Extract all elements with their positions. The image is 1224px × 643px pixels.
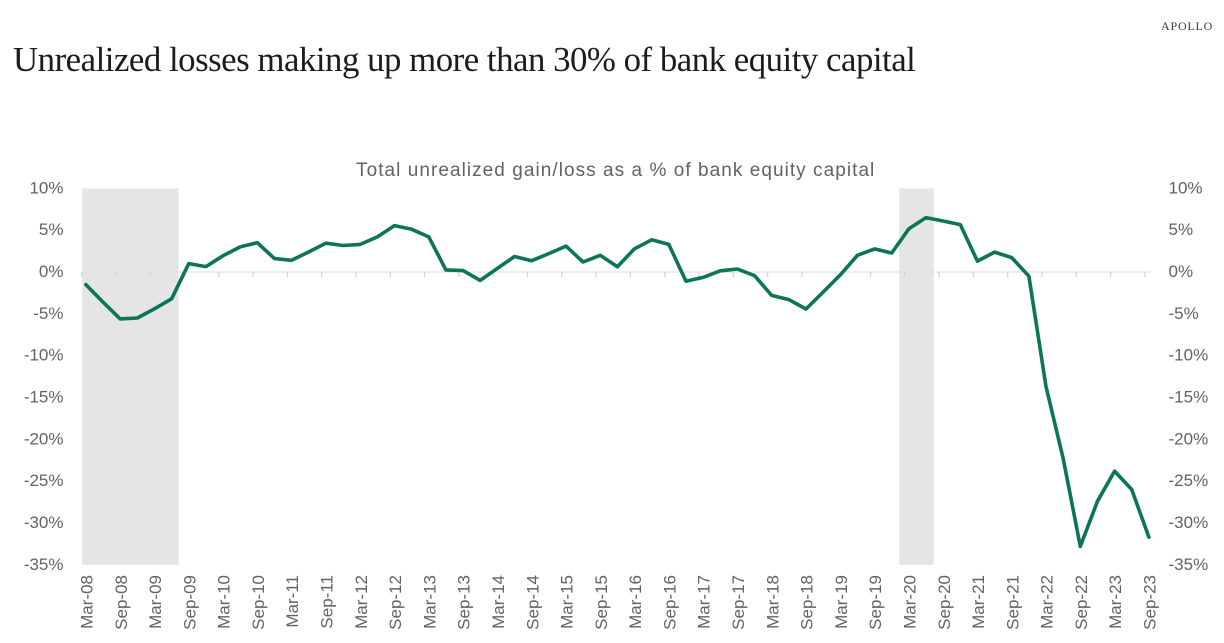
svg-text:Mar-10: Mar-10 bbox=[215, 575, 234, 629]
svg-text:Sep-20: Sep-20 bbox=[935, 575, 954, 630]
svg-text:Mar-21: Mar-21 bbox=[969, 575, 988, 629]
svg-text:Mar-16: Mar-16 bbox=[626, 575, 645, 629]
svg-text:-10%: -10% bbox=[24, 346, 64, 365]
svg-text:Sep-14: Sep-14 bbox=[523, 575, 542, 630]
svg-text:Mar-09: Mar-09 bbox=[146, 575, 165, 629]
svg-text:Sep-23: Sep-23 bbox=[1141, 575, 1160, 630]
svg-text:-10%: -10% bbox=[1169, 346, 1209, 365]
svg-text:Mar-08: Mar-08 bbox=[78, 575, 97, 629]
svg-text:Sep-13: Sep-13 bbox=[455, 575, 474, 630]
svg-text:-15%: -15% bbox=[1169, 387, 1209, 406]
svg-text:Sep-19: Sep-19 bbox=[866, 575, 885, 630]
svg-text:Mar-13: Mar-13 bbox=[420, 575, 439, 629]
svg-text:Mar-23: Mar-23 bbox=[1106, 575, 1125, 629]
svg-text:Mar-11: Mar-11 bbox=[283, 575, 302, 628]
svg-text:Mar-22: Mar-22 bbox=[1038, 575, 1057, 629]
svg-text:0%: 0% bbox=[1169, 262, 1194, 281]
svg-text:Mar-17: Mar-17 bbox=[695, 575, 714, 629]
svg-text:-15%: -15% bbox=[24, 387, 64, 406]
svg-text:Sep-21: Sep-21 bbox=[1003, 575, 1022, 630]
svg-text:Mar-14: Mar-14 bbox=[489, 575, 508, 629]
svg-text:-20%: -20% bbox=[1169, 429, 1209, 448]
svg-text:Mar-19: Mar-19 bbox=[832, 575, 851, 629]
svg-text:Sep-08: Sep-08 bbox=[112, 575, 131, 630]
svg-text:10%: 10% bbox=[29, 178, 63, 197]
svg-text:Mar-18: Mar-18 bbox=[763, 575, 782, 629]
svg-text:10%: 10% bbox=[1169, 178, 1203, 197]
svg-text:-35%: -35% bbox=[1169, 555, 1209, 574]
svg-text:-20%: -20% bbox=[24, 429, 64, 448]
svg-text:Sep-18: Sep-18 bbox=[798, 575, 817, 630]
svg-text:Sep-15: Sep-15 bbox=[592, 575, 611, 630]
svg-text:-5%: -5% bbox=[1169, 304, 1199, 323]
svg-text:Sep-16: Sep-16 bbox=[660, 575, 679, 630]
svg-text:Mar-20: Mar-20 bbox=[901, 575, 920, 629]
svg-text:5%: 5% bbox=[1169, 220, 1194, 239]
svg-text:-30%: -30% bbox=[1169, 513, 1209, 532]
svg-text:0%: 0% bbox=[39, 262, 64, 281]
svg-text:-5%: -5% bbox=[33, 304, 63, 323]
svg-text:-25%: -25% bbox=[24, 471, 64, 490]
svg-text:5%: 5% bbox=[39, 220, 64, 239]
svg-text:-30%: -30% bbox=[24, 513, 64, 532]
svg-text:Sep-10: Sep-10 bbox=[249, 575, 268, 630]
svg-text:Sep-22: Sep-22 bbox=[1072, 575, 1091, 630]
svg-text:Sep-17: Sep-17 bbox=[729, 575, 748, 630]
svg-text:Sep-11: Sep-11 bbox=[318, 575, 337, 629]
svg-text:Total unrealized gain/loss as: Total unrealized gain/loss as a % of ban… bbox=[356, 160, 875, 181]
svg-text:-25%: -25% bbox=[1169, 471, 1209, 490]
svg-text:Sep-12: Sep-12 bbox=[386, 575, 405, 630]
svg-text:-35%: -35% bbox=[24, 555, 64, 574]
svg-text:Mar-12: Mar-12 bbox=[352, 575, 371, 629]
svg-text:Sep-09: Sep-09 bbox=[180, 575, 199, 630]
svg-text:Mar-15: Mar-15 bbox=[558, 575, 577, 629]
